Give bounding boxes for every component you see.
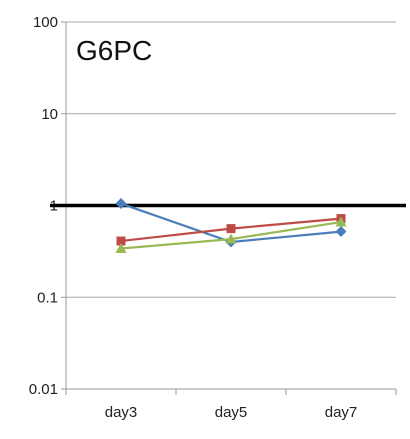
x-tick-label: day3	[105, 404, 138, 421]
x-tick-labels: day3 day5 day7	[65, 389, 397, 421]
data-point-square	[116, 236, 126, 246]
chart-title: G6PC	[76, 35, 152, 66]
series-3	[115, 216, 347, 253]
y-tick-labels: 0.010.1110100	[29, 14, 58, 398]
data-point-triangle	[335, 216, 347, 227]
series-group	[115, 198, 347, 253]
y-tick-label: 0.01	[29, 381, 58, 398]
y-tick-label: 10	[41, 106, 58, 123]
y-tick-label: 100	[33, 14, 58, 31]
x-tick-label: day5	[215, 404, 248, 421]
y-tick-label: 0.1	[37, 289, 58, 306]
data-point-triangle	[115, 242, 127, 253]
data-point-diamond	[115, 198, 127, 210]
data-point-triangle	[225, 233, 237, 244]
data-point-square	[226, 224, 236, 234]
data-point-diamond	[335, 226, 347, 238]
x-tick-label: day7	[325, 404, 358, 421]
